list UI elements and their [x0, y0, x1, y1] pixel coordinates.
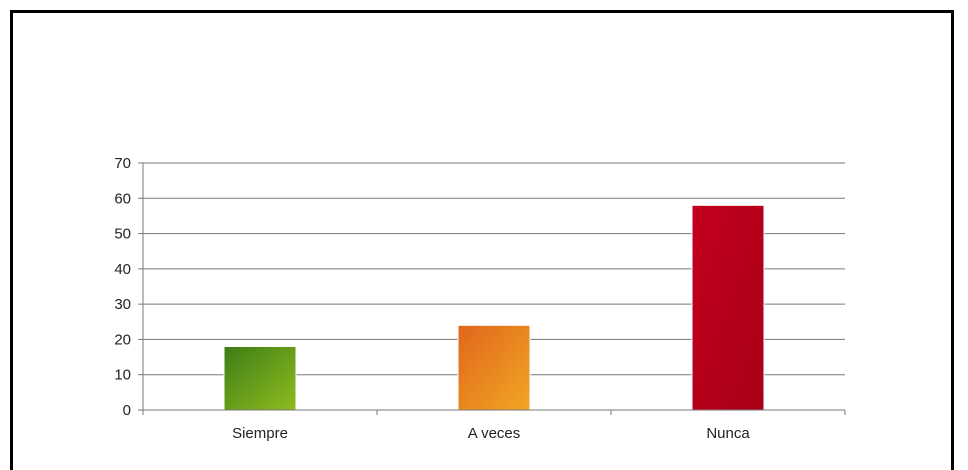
bar-chart: 0 10 20 30 40 50 60 70 Siempre A veces Nunca — [114, 155, 846, 442]
y-axis: 0 10 20 30 40 50 60 70 — [114, 155, 144, 419]
bar-a-veces — [457, 324, 531, 411]
y-tick-label: 50 — [114, 226, 131, 243]
y-tick-label: 30 — [114, 296, 131, 313]
x-category-label: Nunca — [706, 425, 750, 442]
bars — [223, 204, 765, 411]
y-tick-label: 0 — [123, 402, 131, 419]
bar-nunca — [691, 204, 765, 411]
x-category-label: Siempre — [232, 425, 288, 442]
y-tick-label: 60 — [114, 190, 131, 207]
x-category-label: A veces — [468, 425, 521, 442]
bar-siempre — [223, 345, 297, 411]
y-tick-label: 20 — [114, 331, 131, 348]
y-tick-label: 70 — [114, 155, 131, 172]
x-axis: Siempre A veces Nunca — [142, 409, 846, 442]
y-tick-label: 40 — [114, 261, 131, 278]
y-tick-label: 10 — [114, 367, 131, 384]
chart-frame — [10, 10, 954, 470]
